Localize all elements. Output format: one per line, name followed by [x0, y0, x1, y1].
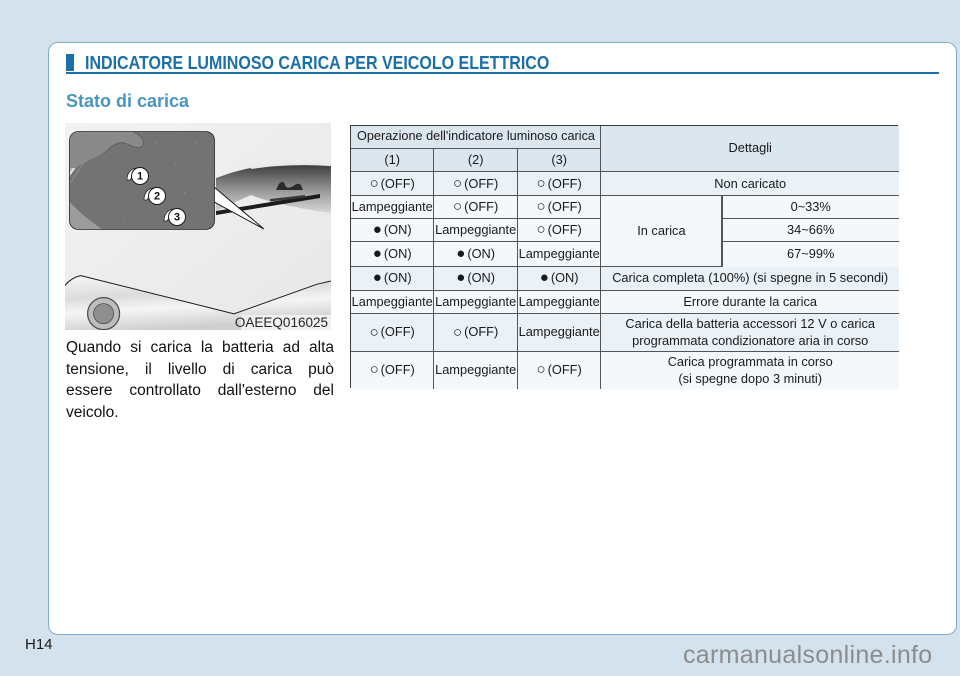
svg-text:1: 1 [137, 171, 143, 183]
svg-text:3: 3 [174, 212, 180, 224]
svg-text:2: 2 [154, 191, 160, 203]
svg-text:OAEEQ016025: OAEEQ016025 [235, 315, 328, 330]
